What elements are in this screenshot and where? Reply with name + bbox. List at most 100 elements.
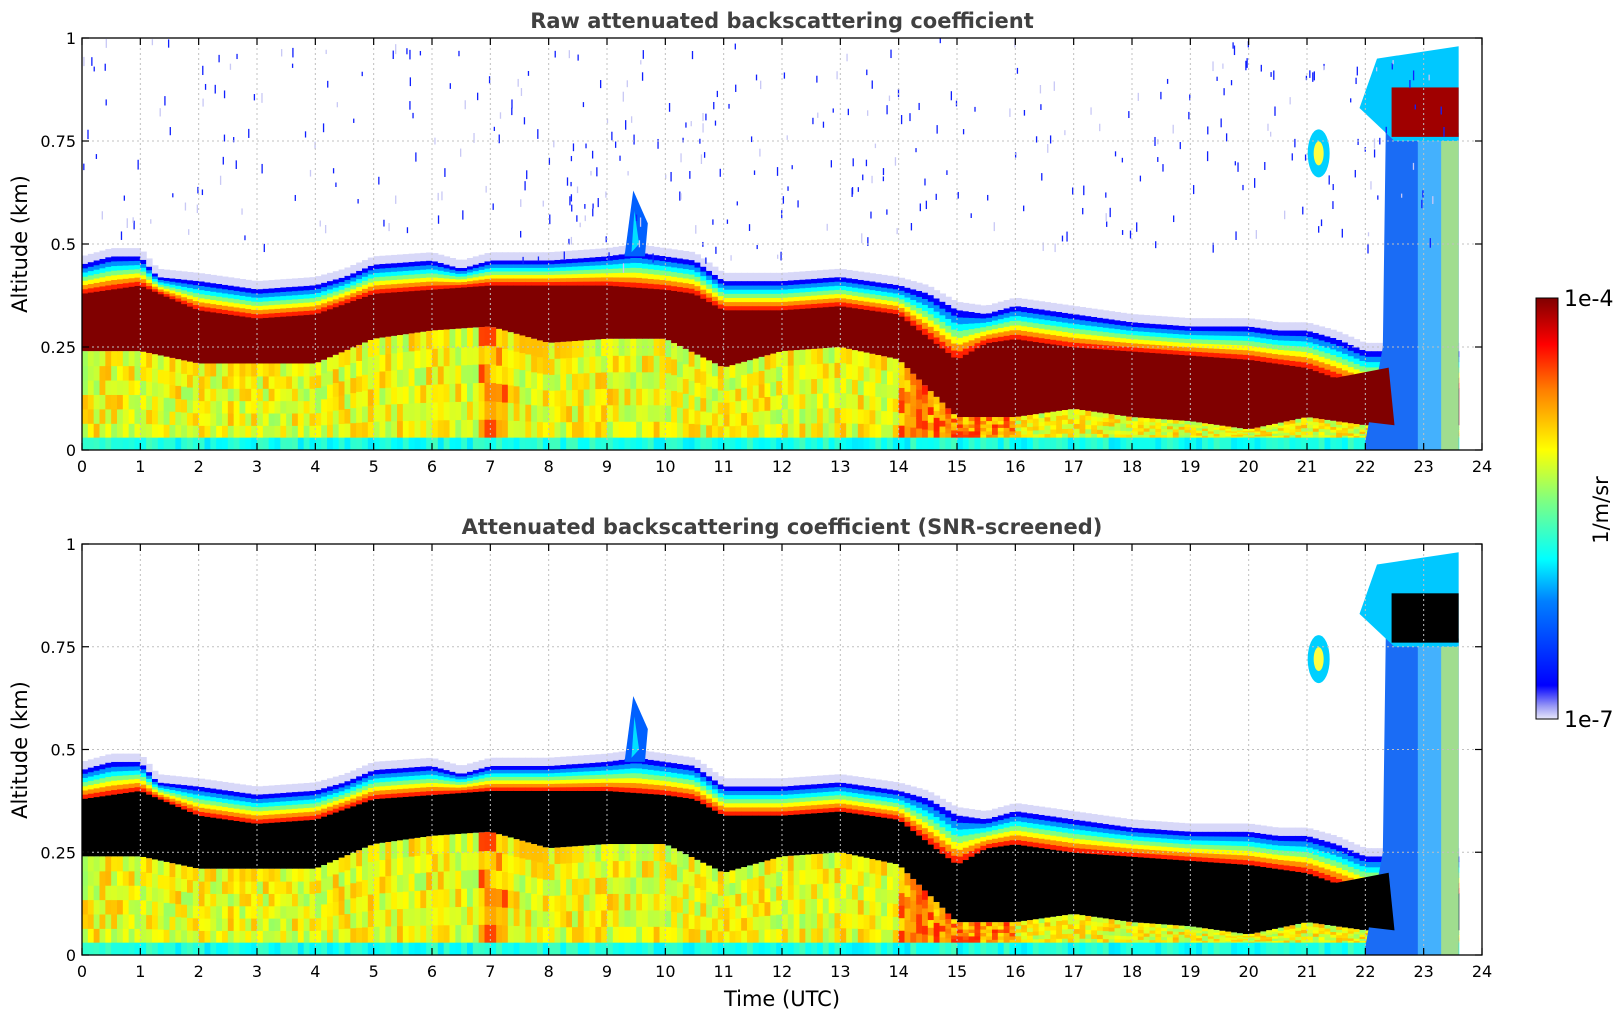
raw-saturated-cell	[933, 343, 941, 397]
raw-aerosol-cell	[198, 412, 206, 426]
screened-aerosol-cell	[82, 913, 89, 929]
screened-aerosol-cell	[181, 904, 188, 918]
raw-gradient-cell	[542, 278, 550, 283]
raw-gradient-cell	[1266, 348, 1273, 354]
raw-heatmap-column	[548, 252, 556, 450]
raw-aerosol-cell	[1196, 424, 1203, 429]
raw-noise-speck	[184, 202, 187, 211]
raw-gradient-cell	[548, 281, 556, 286]
raw-noise-speck	[1222, 63, 1224, 69]
raw-gradient-cell	[1324, 341, 1331, 348]
raw-aerosol-cell	[443, 365, 451, 385]
raw-noise-speck	[699, 138, 701, 144]
screened-aerosol-cell	[134, 856, 141, 872]
raw-gradient-cell	[618, 267, 626, 273]
raw-gradient-cell	[1254, 351, 1261, 357]
raw-noise-speck	[596, 167, 598, 177]
raw-gradient-cell	[490, 271, 497, 276]
raw-gradient-cell	[332, 299, 340, 304]
raw-aerosol-cell	[1254, 430, 1261, 434]
raw-aerosol-cell	[992, 434, 999, 439]
raw-noise-speck	[1157, 157, 1159, 162]
raw-aerosol-cell	[834, 392, 841, 409]
raw-aerosol-cell	[1266, 435, 1273, 439]
raw-aerosol-cell	[1114, 414, 1121, 420]
raw-aerosol-cell	[1260, 430, 1267, 433]
screened-heatmap-column	[233, 783, 241, 955]
raw-aerosol-cell	[653, 355, 661, 373]
raw-halo-cell	[1021, 298, 1028, 308]
raw-aerosol-cell	[1120, 423, 1127, 428]
raw-noise-speck	[281, 49, 283, 57]
raw-noise-speck	[353, 118, 355, 123]
raw-aerosol-cell	[834, 377, 841, 394]
raw-aerosol-cell	[338, 352, 346, 368]
raw-ground-cell	[793, 437, 801, 450]
raw-noise-speck	[392, 50, 394, 60]
raw-gradient-cell	[636, 257, 643, 263]
raw-gradient-cell	[624, 267, 631, 273]
screened-aerosol-cell	[181, 878, 188, 892]
raw-gradient-cell	[741, 301, 748, 307]
raw-halo-cell	[461, 259, 468, 268]
raw-gradient-cell	[1097, 322, 1104, 328]
raw-aerosol-cell	[467, 346, 474, 366]
raw-ground-cell	[181, 437, 188, 450]
raw-aerosol-cell	[974, 427, 981, 432]
raw-ground-cell	[280, 437, 287, 450]
raw-gradient-cell	[1289, 360, 1296, 366]
raw-halo-cell	[951, 300, 958, 309]
raw-aerosol-cell	[793, 350, 801, 366]
raw-aerosol-cell	[1050, 424, 1057, 430]
raw-aerosol-cell	[1225, 432, 1232, 435]
screened-aerosol-cell	[140, 899, 147, 915]
raw-heatmap-column	[665, 248, 672, 450]
raw-aerosol-cell	[257, 400, 264, 414]
screened-aerosol-cell	[140, 928, 147, 944]
raw-ground-cell	[222, 437, 229, 450]
raw-gradient-cell	[717, 299, 725, 305]
raw-heatmap-column	[391, 254, 398, 450]
raw-gradient-cell	[962, 348, 970, 355]
raw-aerosol-cell	[1038, 429, 1046, 435]
raw-gradient-cell	[432, 273, 439, 278]
raw-aerosol-cell	[356, 422, 363, 439]
raw-gradient-cell	[776, 301, 783, 307]
raw-gradient-cell	[163, 288, 171, 292]
raw-gradient-cell	[1318, 356, 1326, 363]
raw-gradient-cell	[373, 276, 381, 282]
raw-noise-speck	[332, 168, 335, 174]
raw-gradient-cell	[630, 277, 637, 283]
raw-saturated-cell	[198, 310, 206, 364]
raw-x-tick-label: 7	[485, 457, 495, 476]
raw-aerosol-cell	[1307, 420, 1314, 425]
raw-gradient-cell	[560, 281, 567, 286]
raw-aerosol-cell	[688, 394, 696, 410]
raw-halo-cell	[222, 276, 229, 285]
raw-gradient-cell	[1067, 341, 1075, 347]
raw-gradient-cell	[257, 297, 264, 302]
raw-gradient-cell	[904, 297, 911, 303]
raw-ground-cell	[1202, 437, 1209, 450]
raw-gradient-cell	[968, 311, 976, 318]
raw-gradient-cell	[1027, 307, 1034, 313]
screened-aerosol-cell	[93, 913, 101, 929]
raw-noise-speck	[950, 91, 953, 101]
raw-aerosol-cell	[1324, 419, 1331, 424]
raw-ground-cell	[916, 437, 923, 450]
raw-aerosol-cell	[782, 408, 789, 424]
raw-aerosol-cell	[146, 367, 153, 382]
raw-gradient-cell	[712, 279, 719, 284]
raw-gradient-cell	[647, 268, 655, 275]
raw-noise-speck	[759, 148, 761, 157]
raw-halo-cell	[904, 279, 911, 288]
raw-noise-speck	[705, 257, 707, 264]
raw-ground-cell	[957, 437, 964, 450]
raw-noise-speck	[826, 223, 828, 231]
raw-ground-cell	[1044, 437, 1051, 450]
raw-aerosol-cell	[373, 371, 381, 389]
raw-gradient-cell	[426, 273, 433, 278]
raw-aerosol-cell	[1062, 414, 1069, 420]
raw-gradient-cell	[1032, 332, 1040, 338]
raw-aerosol-cell	[916, 408, 923, 419]
